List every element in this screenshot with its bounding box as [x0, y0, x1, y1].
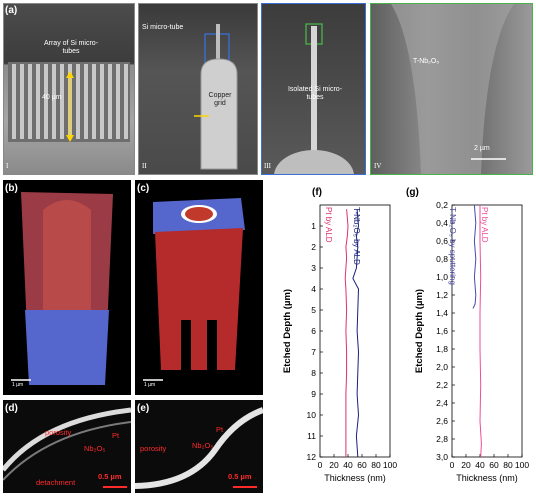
y-tick-label: 8 — [311, 368, 316, 378]
chart-label: (f) — [312, 187, 322, 198]
scale-b: 1 µm — [12, 382, 24, 388]
y-tick-label: 4 — [311, 284, 316, 294]
label-nb2o5-d: Nb₂O₅ — [84, 444, 106, 453]
y-tick-label: 1,8 — [436, 344, 448, 354]
label-pt-e: Pt — [216, 425, 224, 434]
x-tick-label: 40 — [343, 460, 353, 470]
y-tick-label: 0,8 — [436, 254, 448, 264]
panel-d-tem — [3, 400, 131, 493]
y-tick-label: 1 — [311, 221, 316, 231]
nb2o5-tube-graphic — [391, 4, 514, 174]
x-tick-label: 60 — [489, 460, 499, 470]
y-tick-label: 3 — [311, 263, 316, 273]
panel-b-label: (b) — [5, 183, 18, 194]
series-line — [344, 209, 349, 457]
y-tick-label: 0,2 — [436, 200, 448, 210]
scale-d: 0.5 µm — [98, 472, 122, 481]
roman-iv: IV — [374, 162, 382, 170]
series-label: T-Nb₂O₅ by ALD — [352, 207, 361, 265]
isolated-tube-graphic — [274, 23, 354, 174]
y-tick-label: 3,0 — [436, 452, 448, 462]
panel-b-render — [3, 180, 131, 395]
y-tick-label: 1,6 — [436, 326, 448, 336]
x-tick-label: 60 — [357, 460, 367, 470]
y-tick-label: 2,0 — [436, 362, 448, 372]
scale-e: 0.5 µm — [228, 472, 252, 481]
panel-a-image-2 — [138, 3, 258, 175]
roman-i: I — [6, 162, 9, 170]
x-tick-label: 80 — [371, 460, 381, 470]
label-pt-d: Pt — [112, 431, 120, 440]
micro-tube-array-graphic — [8, 62, 130, 142]
plot-frame — [451, 204, 523, 458]
tem-e-graphic — [135, 407, 263, 489]
series-label: T-Nb₂O₅ by sputtering — [448, 207, 457, 285]
x-tick-label: 100 — [383, 460, 397, 470]
x-axis-title: Thickness (nm) — [456, 473, 518, 483]
x-tick-label: 80 — [503, 460, 513, 470]
y-tick-label: 9 — [311, 389, 316, 399]
panel-d-label: (d) — [5, 403, 18, 414]
y-tick-label: 0,6 — [436, 236, 448, 246]
chart-g: (g) 0,2 0,4 0,6 0,8 1,0 1,2 1,4 1,6 1,8 2,0 2,2 2,4 2… — [406, 187, 529, 483]
series-line — [472, 204, 477, 309]
panel-c-render — [135, 180, 263, 395]
y-tick-label: 1,4 — [436, 308, 448, 318]
panel-a-image-3 — [261, 3, 366, 175]
y-tick-label: 2,4 — [436, 398, 448, 408]
panel-e-tem — [135, 400, 263, 493]
series-label: Pt by ALD — [480, 207, 489, 243]
copper-grid-label: Copper grid — [208, 92, 232, 108]
x-tick-label: 0 — [450, 460, 455, 470]
y-tick-label: 2,8 — [436, 434, 448, 444]
x-axis-title: Thickness (nm) — [324, 473, 386, 483]
y-tick-label: 5 — [311, 305, 316, 315]
y-tick-label: 2,6 — [436, 416, 448, 426]
series-line — [479, 205, 482, 458]
y-axis-title: Etched Depth (µm) — [282, 289, 293, 373]
scale-2um: 2 µm — [474, 145, 490, 152]
y-tick-label: 11 — [307, 431, 316, 441]
label-nb2o5-e: Nb₂O₅ — [192, 441, 214, 450]
series-line — [352, 209, 360, 458]
y-tick-label: 7 — [311, 347, 316, 357]
panel-e-label: (e) — [137, 403, 150, 414]
roman-ii: II — [142, 162, 147, 170]
x-tick-label: 20 — [329, 460, 339, 470]
array-caption: Array of Si micro-tubes — [43, 40, 99, 56]
isolated-tubes-caption: Isolated Si micro-tubes — [287, 86, 343, 102]
panel-a-image-1 — [3, 3, 135, 175]
x-tick-label: 0 — [318, 460, 323, 470]
panel-c-label: (c) — [137, 183, 150, 194]
y-tick-label: 2 — [311, 242, 316, 252]
panel-a-image-4 — [370, 3, 533, 175]
y-tick-label: 2,2 — [436, 380, 448, 390]
label-detachment-d: detachment — [36, 478, 76, 487]
scale-c: 1 µm — [144, 382, 156, 388]
3d-tube-cut-graphic — [11, 192, 113, 385]
t-nb2o5-label: T-Nb₂O₅ — [413, 58, 440, 65]
x-tick-label: 100 — [515, 460, 529, 470]
y-tick-label: 1,0 — [436, 272, 448, 282]
y-tick-label: 1,2 — [436, 290, 448, 300]
panel-a-label: (a) — [5, 5, 18, 16]
x-tick-label: 40 — [475, 460, 485, 470]
y-tick-label: 6 — [311, 326, 316, 336]
copper-grid-graphic — [194, 24, 238, 170]
y-tick-label: 12 — [307, 452, 317, 462]
label-porosity-d: porosity — [45, 428, 72, 437]
series-label: Pt by ALD — [324, 207, 333, 243]
si-micro-tube-label: Si micro-tube — [142, 24, 184, 31]
tem-d-graphic — [3, 407, 131, 488]
3d-tube-full-graphic — [143, 198, 245, 381]
roman-iii: III — [264, 162, 271, 170]
label-porosity-e: porosity — [140, 444, 167, 453]
y-tick-label: 10 — [307, 410, 317, 420]
chart-label: (g) — [406, 187, 419, 198]
x-tick-label: 20 — [461, 460, 471, 470]
scale-40um: 40 µm — [42, 94, 62, 101]
y-axis-title: Etched Depth (µm) — [414, 289, 425, 373]
y-tick-label: 0,4 — [436, 218, 448, 228]
